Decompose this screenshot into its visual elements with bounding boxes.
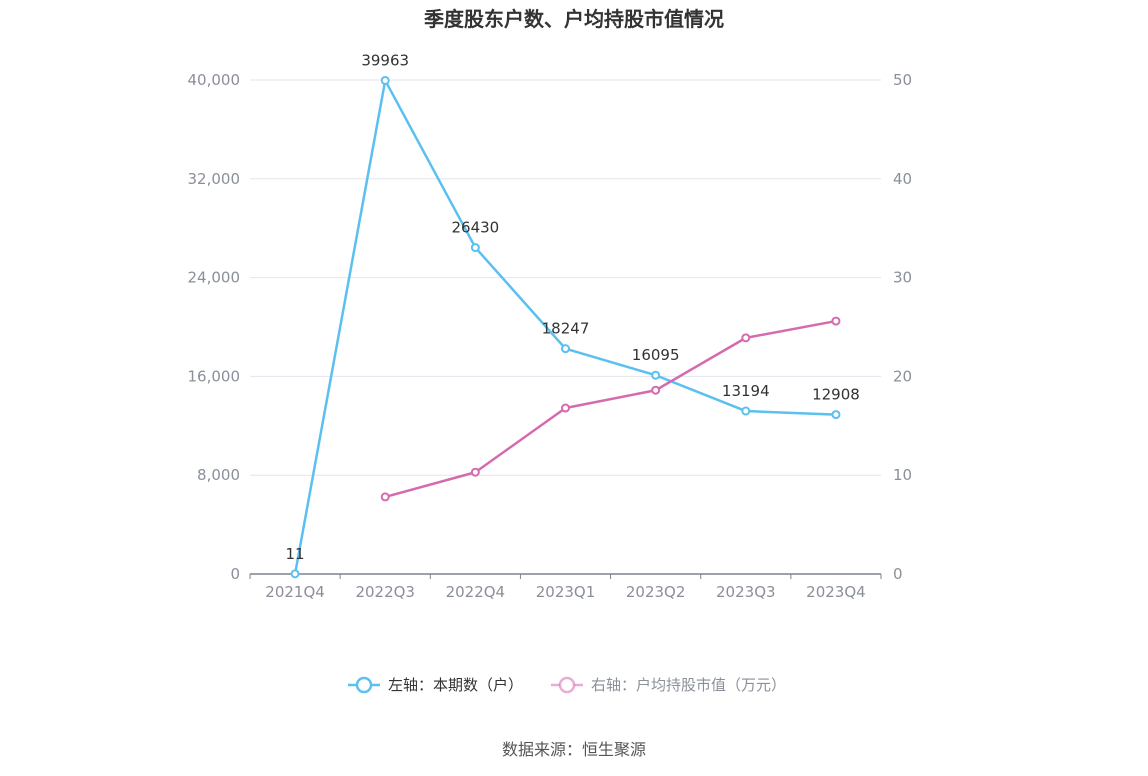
data-label: 18247 <box>542 320 590 338</box>
x-axis-tick-label: 2022Q3 <box>355 583 415 601</box>
source-note: 数据来源：恒生聚源 <box>501 740 646 759</box>
x-axis-tick-label: 2023Q4 <box>806 583 866 601</box>
x-axis-tick-label: 2021Q4 <box>265 583 325 601</box>
left-axis-tick-label: 24,000 <box>188 269 241 287</box>
chart-title: 季度股东户数、户均持股市值情况 <box>424 7 724 31</box>
data-point <box>651 385 661 395</box>
gridlines <box>250 79 881 476</box>
x-axis-tick-label: 2023Q2 <box>626 583 686 601</box>
data-point <box>651 370 661 380</box>
data-label: 16095 <box>632 346 680 364</box>
x-axis-tick-label: 2023Q3 <box>716 583 776 601</box>
data-label: 39963 <box>361 51 409 69</box>
legend: 左轴：本期数（户） 右轴：户均持股市值（万元） <box>348 676 786 694</box>
data-labels: 11 39963 26430 18247 16095 13194 12908 <box>286 51 860 562</box>
x-axis-tick-label: 2022Q4 <box>446 583 506 601</box>
left-axis-tick-label: 16,000 <box>188 367 241 385</box>
data-point <box>831 316 841 326</box>
data-point <box>380 75 390 85</box>
data-point <box>741 333 751 343</box>
axes: 0 8,000 16,000 24,000 32,000 40,000 0 10 20 30 40 5… <box>188 71 913 601</box>
right-axis-tick-label: 10 <box>893 466 912 484</box>
data-point <box>380 492 390 502</box>
data-point <box>561 344 570 354</box>
data-point <box>741 406 751 416</box>
right-axis-tick-label: 20 <box>893 367 912 385</box>
legend-label: 右轴：户均持股市值（万元） <box>591 676 786 694</box>
right-axis-tick-label: 50 <box>893 71 912 89</box>
data-point <box>470 243 480 253</box>
data-point <box>290 569 300 579</box>
data-point <box>831 410 841 420</box>
data-point <box>470 467 480 477</box>
data-label: 13194 <box>722 382 770 400</box>
data-label: 12908 <box>812 386 860 404</box>
legend-marker-icon <box>558 676 576 694</box>
left-axis-tick-label: 32,000 <box>188 170 241 188</box>
series-line-avg-holding-value <box>384 319 837 499</box>
series <box>290 75 841 579</box>
left-axis-tick-label: 8,000 <box>197 466 240 484</box>
x-axis-tick-label: 2023Q1 <box>536 583 596 601</box>
data-label: 26430 <box>451 219 499 237</box>
right-axis-tick-label: 0 <box>893 565 903 583</box>
left-axis-tick-label: 40,000 <box>188 71 241 89</box>
right-axis-tick-label: 40 <box>893 170 912 188</box>
legend-label: 左轴：本期数（户） <box>388 676 523 694</box>
data-point <box>561 403 570 413</box>
left-axis-tick-label: 0 <box>230 565 240 583</box>
right-axis-tick-label: 30 <box>893 269 912 287</box>
legend-marker-icon <box>355 676 373 694</box>
data-label: 11 <box>286 545 305 563</box>
